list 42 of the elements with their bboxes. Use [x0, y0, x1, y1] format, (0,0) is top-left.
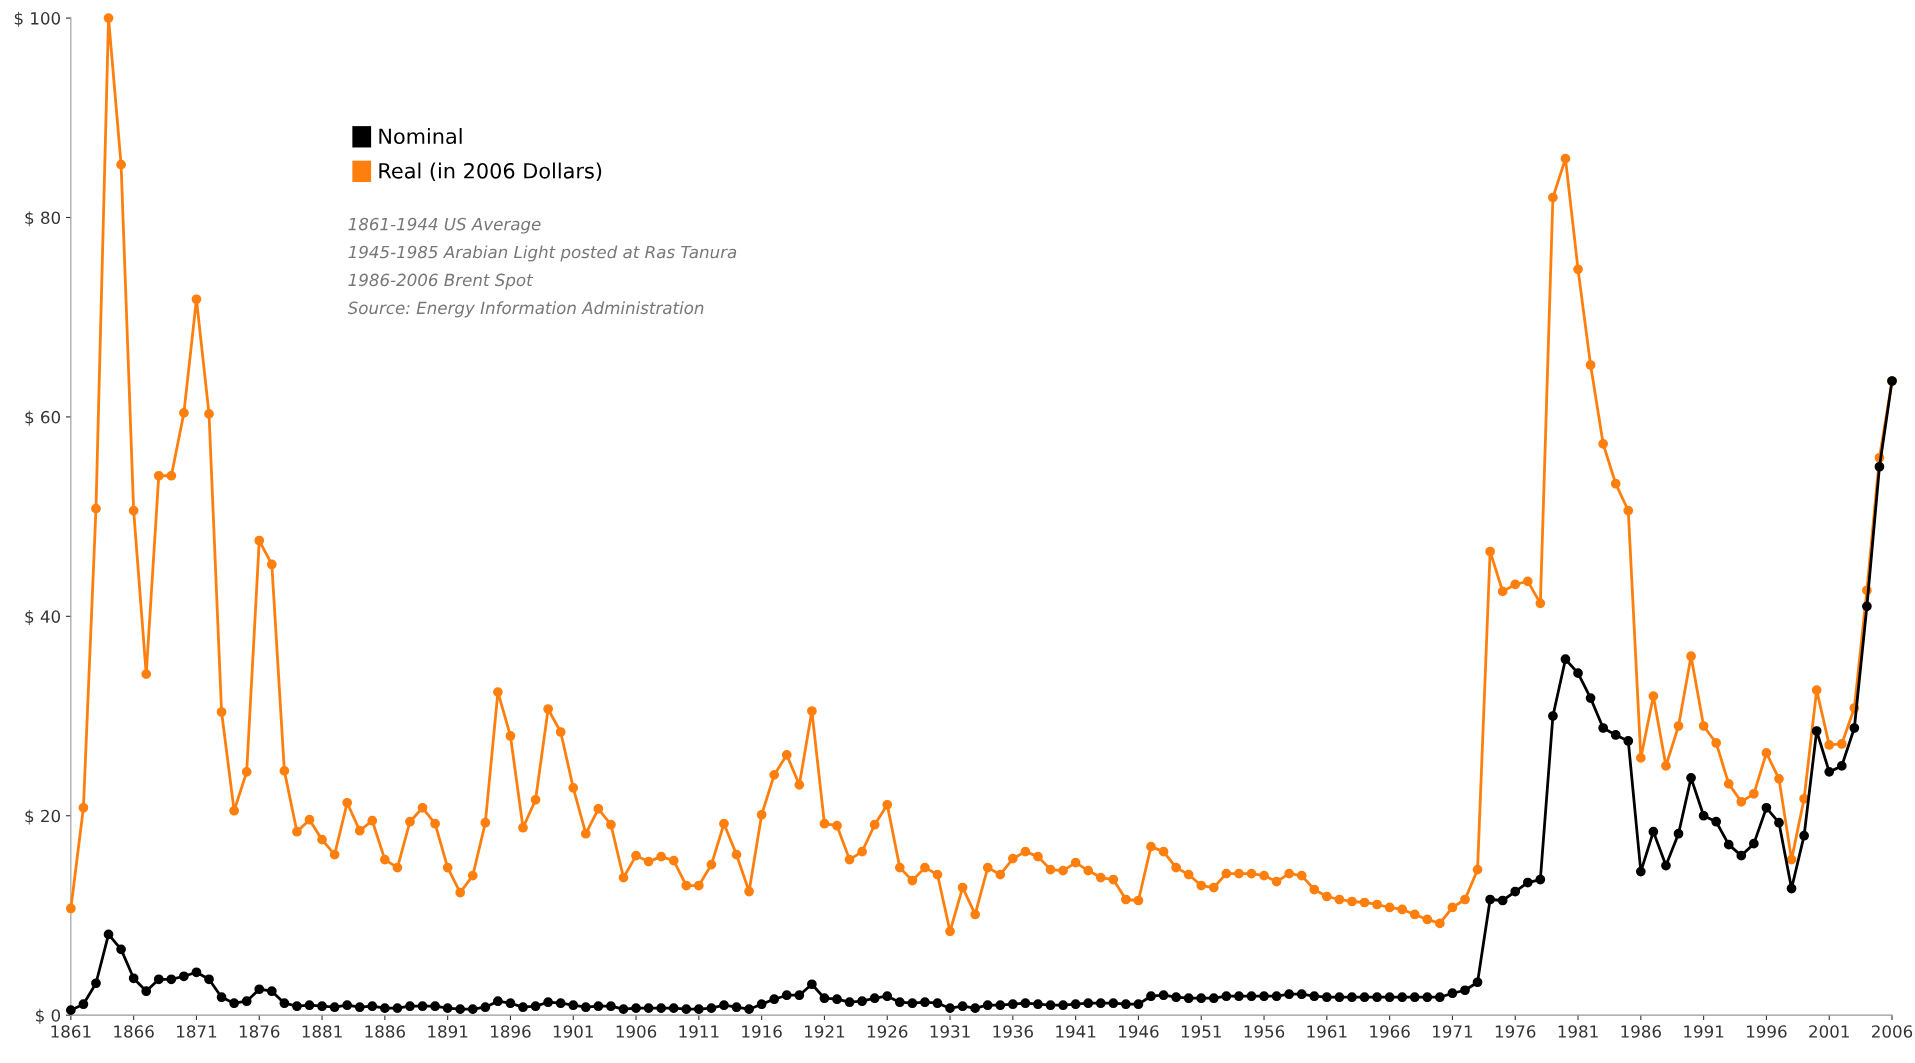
y-tick-label: $ 80 — [25, 211, 61, 227]
x-tick-label: 1906 — [616, 1025, 657, 1038]
annotation: Source: Energy Information Administration — [347, 301, 704, 318]
x-tick-label: 1871 — [177, 1025, 217, 1038]
legend-label: Real (in 2006 Dollars) — [379, 162, 602, 182]
x-tick-label: 1951 — [1181, 1025, 1221, 1038]
y-tick-label: $ 20 — [25, 809, 61, 825]
annotation: 1945-1985 Arabian Light posted at Ras Tanura — [348, 245, 737, 262]
x-tick-label: 1946 — [1119, 1025, 1159, 1038]
x-tick-label: 1866 — [114, 1025, 154, 1038]
x-tick-label: 1981 — [1558, 1025, 1598, 1038]
x-tick-label: 1971 — [1433, 1025, 1473, 1038]
x-tick-label: 1901 — [553, 1025, 593, 1038]
x-tick-label: 1976 — [1495, 1025, 1536, 1038]
x-tick-label: 1886 — [365, 1025, 406, 1038]
x-tick-label: 1986 — [1621, 1025, 1661, 1038]
x-tick-label: 1916 — [742, 1025, 782, 1038]
x-tick-label: 1991 — [1684, 1025, 1724, 1038]
x-tick-label: 1876 — [239, 1025, 280, 1038]
x-tick-label: 1936 — [993, 1025, 1033, 1038]
x-tick-label: 1921 — [805, 1025, 845, 1038]
x-tick-label: 1896 — [491, 1025, 531, 1038]
y-tick-label: $ 0 — [36, 1008, 61, 1024]
x-tick-label: 1966 — [1370, 1025, 1410, 1038]
x-tick-label: 1956 — [1244, 1025, 1285, 1038]
x-tick-label: 2001 — [1809, 1025, 1849, 1038]
legend-label: Nominal — [379, 127, 462, 145]
x-tick-label: 1996 — [1747, 1025, 1787, 1038]
x-tick-label: 1931 — [930, 1025, 970, 1038]
annotation: 1986-2006 Brent Spot — [348, 273, 534, 290]
x-tick-label: 2006 — [1872, 1025, 1913, 1038]
x-tick-label: 1926 — [867, 1025, 908, 1038]
x-tick-label: 1961 — [1307, 1025, 1347, 1038]
x-tick-label: 1881 — [302, 1025, 342, 1038]
y-tick-label: $ 100 — [14, 11, 61, 27]
x-tick-label: 1861 — [51, 1025, 91, 1038]
annotation: 1861-1944 US Average — [348, 217, 541, 234]
x-tick-label: 1891 — [428, 1025, 468, 1038]
y-tick-label: $ 40 — [25, 610, 61, 626]
x-tick-label: 1911 — [679, 1025, 719, 1038]
x-tick-label: 1941 — [1056, 1025, 1096, 1038]
y-tick-label: $ 60 — [25, 410, 61, 426]
